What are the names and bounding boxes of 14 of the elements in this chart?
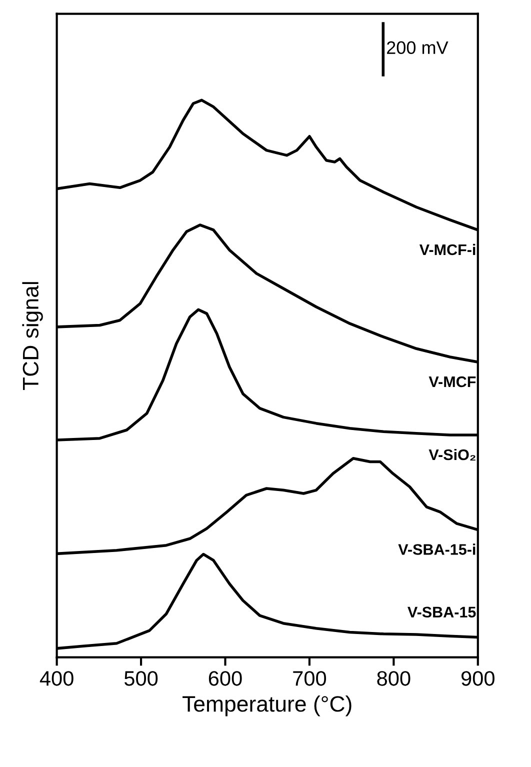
x-tick-label: 700 [293,671,326,686]
x-tick-label: 500 [124,671,158,686]
x-tick-label: 600 [208,671,242,686]
x-tick-label: 400 [40,671,74,686]
series-label: V-MCF [428,376,476,388]
x-tick-label: 900 [462,671,494,686]
x-axis-title: Temperature (°C) [182,695,352,716]
text: 200 mV [387,41,448,54]
series-label: V-SiO₂ [428,448,476,460]
series-label: V-SBA-15-i [398,544,476,555]
series-label: V-SBA-15 [408,606,476,618]
y-axis-title: TCD signal [22,282,43,390]
x-tick-label: 800 [377,671,410,686]
series-label: V-MCF-i [419,244,476,256]
